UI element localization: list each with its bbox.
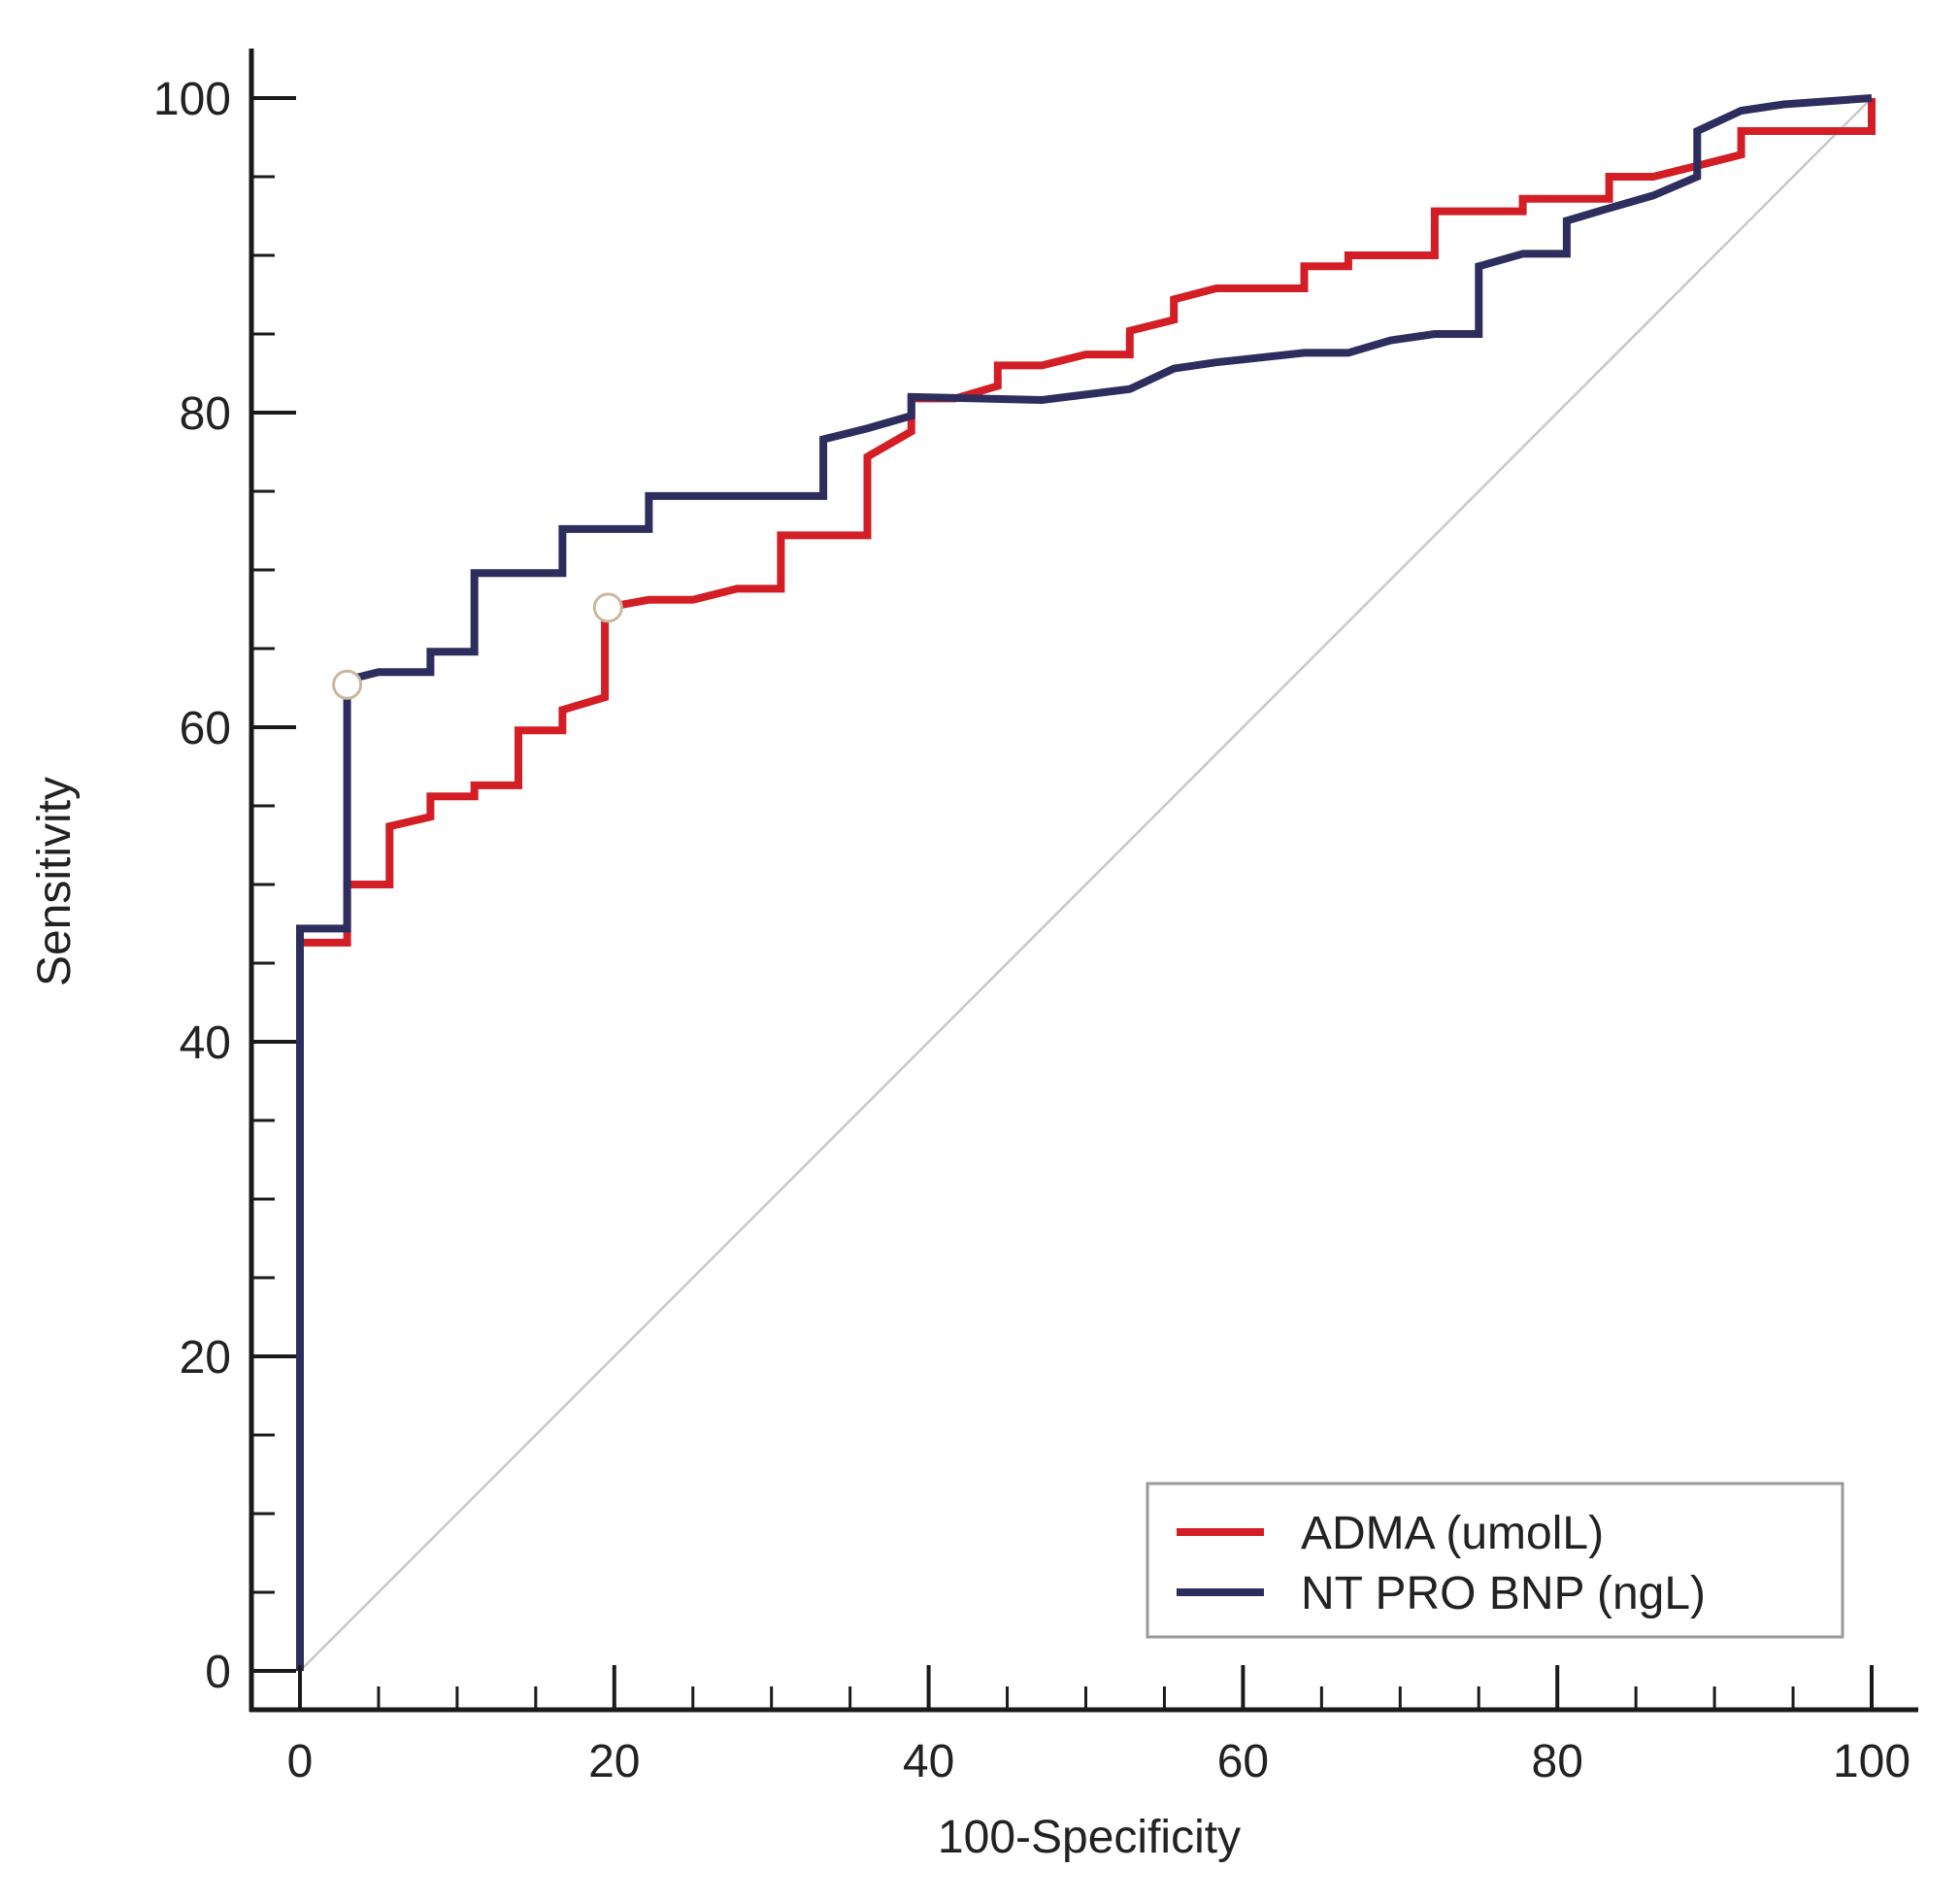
x-tick-label: 60 [1217,1736,1269,1787]
x-tick-label: 0 [287,1736,314,1787]
y-tick-label: 0 [205,1647,231,1698]
x-tick-label: 80 [1532,1736,1583,1787]
cutoff-marker [332,669,363,700]
x-tick-label: 20 [588,1736,640,1787]
y-tick-label: 40 [180,1018,231,1069]
y-tick-label: 80 [180,388,231,440]
marker-layer [332,592,623,700]
legend: ADMA (umolL) NT PRO BNP (ngL) [1146,1482,1844,1639]
series-layer [296,94,1876,1671]
legend-label-adma: ADMA (umolL) [1301,1508,1604,1559]
series-line-nt-pro-bnp [296,94,1873,1671]
y-axis-title: Sensitivity [29,777,81,986]
tick-labels: 0 20 40 60 80 100 0 20 40 60 80 100 [153,74,1910,1787]
x-axis-title: 100-Specificity [938,1812,1241,1863]
reference-diagonal-layer [299,97,1873,1672]
cutoff-marker [592,592,623,623]
x-tick-label: 40 [903,1736,954,1787]
reference-diagonal-line [299,97,1873,1672]
x-tick-label: 100 [1833,1736,1910,1787]
legend-label-nt-pro-bnp: NT PRO BNP (ngL) [1301,1568,1706,1619]
legend-box [1146,1482,1844,1639]
y-tick-label: 20 [180,1332,231,1384]
y-tick-label: 100 [153,74,231,125]
y-tick-label: 60 [180,703,231,754]
axes [249,49,1918,1713]
